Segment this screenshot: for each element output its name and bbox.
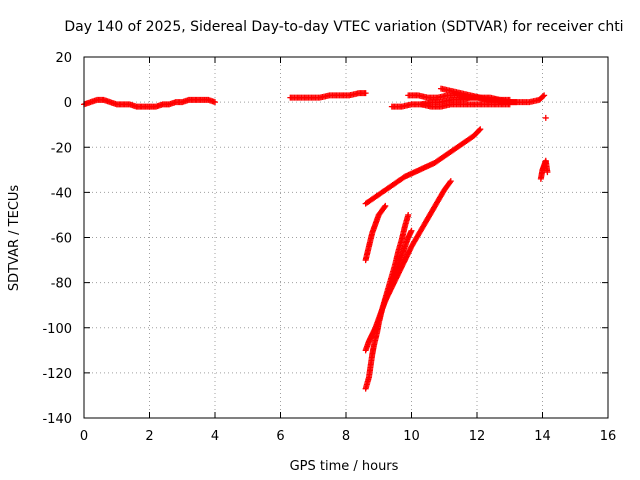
y-tick-label: -20 [51, 141, 72, 156]
x-tick-label: 14 [534, 429, 551, 444]
data-point [540, 93, 547, 100]
y-tick-label: -140 [42, 412, 72, 427]
data-point [212, 99, 218, 106]
x-tick-label: 4 [211, 429, 219, 444]
y-tick-label: 20 [55, 51, 72, 66]
data-point [446, 179, 453, 186]
x-tick-label: 12 [469, 429, 486, 444]
data-point [542, 114, 549, 121]
data-point [506, 96, 513, 103]
x-tick-label: 8 [342, 429, 350, 444]
data-point [447, 178, 454, 185]
chart-title: Day 140 of 2025, Sidereal Day-to-day VTE… [64, 19, 623, 35]
data-points [81, 85, 551, 392]
y-tick-label: -80 [51, 277, 72, 292]
data-point [544, 169, 551, 176]
x-tick-label: 0 [80, 429, 88, 444]
x-tick-label: 16 [600, 429, 617, 444]
axis-ticks: 0 2 4 6 8 10 12 14 16 -140 -120 -100 -80 -60 -40 -20 0 20 [42, 51, 616, 444]
y-tick-label: 0 [64, 96, 72, 111]
y-tick-label: -100 [42, 322, 72, 337]
y-tick-label: -120 [42, 367, 72, 382]
data-point [541, 92, 548, 99]
data-point [405, 211, 412, 218]
data-point [513, 99, 520, 106]
data-point [476, 127, 483, 134]
x-axis-label: GPS time / hours [290, 459, 399, 474]
y-axis-label: SDTVAR / TECUs [7, 185, 22, 292]
x-tick-label: 2 [145, 429, 153, 444]
x-tick-label: 6 [276, 429, 284, 444]
data-point [477, 126, 484, 133]
y-tick-label: -40 [51, 186, 72, 201]
data-point [381, 204, 388, 211]
x-tick-label: 10 [403, 429, 420, 444]
data-point [362, 90, 369, 97]
data-point [408, 227, 415, 234]
y-tick-label: -60 [51, 232, 72, 247]
data-point [382, 202, 389, 209]
plot-frame [83, 56, 609, 419]
